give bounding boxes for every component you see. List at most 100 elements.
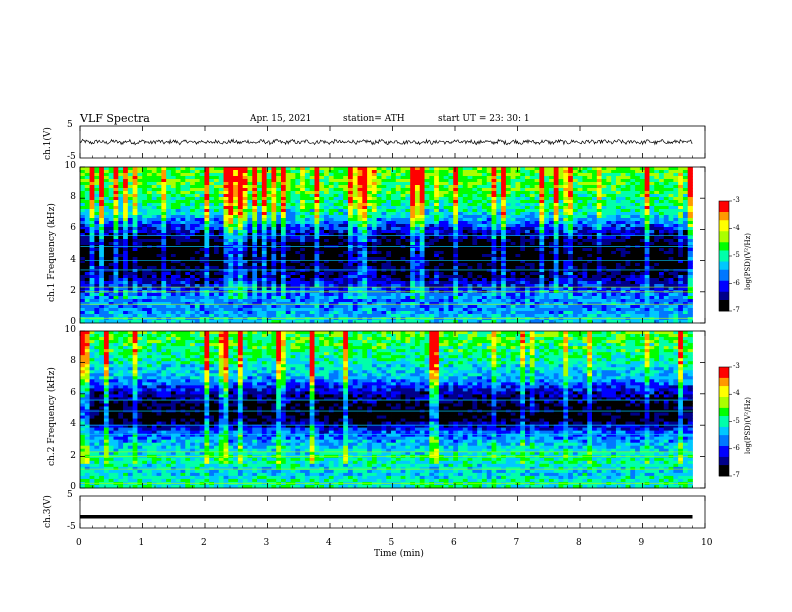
spectrogram-cell — [606, 179, 612, 183]
spectrogram-cell — [223, 215, 229, 219]
spectrogram-cell — [237, 251, 244, 255]
spectrogram-cell — [199, 236, 205, 240]
spectrogram-cell — [309, 266, 315, 270]
spectrogram-cell — [89, 212, 95, 216]
spectrogram-cell — [496, 215, 502, 219]
spectrogram-cell — [649, 191, 655, 195]
spectrogram-cell — [170, 281, 177, 285]
spectrogram-cell — [606, 251, 612, 255]
spectrogram-cell — [242, 260, 248, 264]
spectrogram-cell — [123, 251, 129, 255]
spectrogram-cell — [687, 239, 693, 243]
spectrogram-cell — [108, 263, 114, 267]
spectrogram-cell — [505, 221, 512, 225]
spectrogram-cell — [673, 197, 679, 201]
spectrogram-cell — [673, 242, 679, 246]
spectrogram-cell — [228, 182, 234, 186]
spectrogram-cell — [606, 170, 612, 174]
spectrogram-cell — [324, 176, 330, 180]
spectrogram-cell — [381, 206, 387, 210]
spectrogram-cell — [687, 227, 693, 231]
spectrogram-cell — [491, 212, 497, 216]
spectrogram-cell — [448, 242, 454, 246]
spectrogram-cell — [103, 197, 110, 201]
spectrogram-cell — [515, 200, 521, 204]
spectrogram-cell — [290, 275, 296, 279]
spectrogram-cell — [400, 257, 406, 261]
spectrogram-cell — [434, 170, 440, 174]
spectrogram-cell — [687, 173, 693, 177]
spectrogram-cell — [510, 251, 516, 255]
spectrogram-cell — [558, 239, 564, 243]
spectrogram-cell — [563, 212, 569, 216]
spectrogram-cell — [481, 224, 488, 228]
spectrogram-cell — [103, 185, 110, 189]
spectrogram-cell — [266, 278, 272, 282]
spectrogram-cell — [539, 257, 545, 261]
spectrogram-cell — [89, 170, 95, 174]
spectrogram-cell — [290, 176, 296, 180]
spectrogram-cell — [309, 233, 315, 237]
spectrogram-cell — [381, 275, 387, 279]
spectrogram-cell — [80, 257, 86, 261]
spectrogram-cell — [620, 170, 626, 174]
spectrogram-cell — [424, 221, 430, 225]
spectrogram-cell — [257, 275, 263, 279]
spectrogram-cell — [285, 263, 291, 267]
spectrogram-cell — [525, 257, 531, 261]
spectrogram-cell — [103, 257, 110, 261]
spectrogram-cell — [347, 188, 354, 192]
spectrogram-cell — [592, 185, 598, 189]
spectrogram-cell — [448, 236, 454, 240]
spectrogram-cell — [113, 239, 119, 243]
spectrogram-cell — [448, 263, 454, 267]
spectrogram-cell — [304, 203, 311, 207]
spectrogram-cell — [395, 233, 402, 237]
spectrogram-cell — [357, 224, 363, 228]
spectrogram-cell — [252, 251, 258, 255]
spectrogram-cell — [544, 272, 550, 276]
spectrogram-cell — [137, 215, 143, 219]
spectrogram-cell — [209, 170, 215, 174]
spectrogram-cell — [625, 251, 631, 255]
spectrogram-cell — [276, 176, 282, 180]
spectrogram-cell — [194, 209, 201, 213]
spectrogram-cell — [376, 263, 382, 267]
spectrogram-cell — [515, 218, 521, 222]
spectrogram-cell — [257, 239, 263, 243]
spectrogram-cell — [405, 278, 411, 282]
spectrogram-cell — [113, 218, 119, 222]
spectrogram-cell — [237, 224, 244, 228]
spectrogram-cell — [654, 266, 660, 270]
spectrogram-cell — [525, 227, 531, 231]
spectrogram-cell — [458, 248, 464, 252]
spectrogram-cell — [682, 209, 689, 213]
spectrogram-cell — [563, 221, 569, 225]
spectrogram-cell — [592, 254, 598, 258]
spectrogram-cell — [472, 275, 478, 279]
spectrogram-cell — [166, 269, 172, 273]
spectrogram-cell — [185, 221, 191, 225]
spectrogram-cell — [395, 191, 402, 195]
spectrogram-cell — [280, 182, 287, 186]
spectrogram-cell — [491, 188, 497, 192]
spectrogram-cell — [103, 224, 110, 228]
spectrogram-cell — [544, 170, 550, 174]
spectrogram-cell — [481, 221, 488, 225]
spectrogram-cell — [639, 224, 646, 228]
spectrogram-cell — [242, 275, 248, 279]
spectrogram-cell — [228, 257, 234, 261]
spectrogram-cell — [261, 206, 268, 210]
spectrogram-cell — [462, 200, 468, 204]
spectrogram-cell — [496, 260, 502, 264]
spectrogram-cell — [247, 239, 253, 243]
spectrogram-cell — [668, 269, 674, 273]
spectrogram-cell — [338, 269, 344, 273]
spectrogram-cell — [510, 170, 516, 174]
spectrogram-cell — [127, 269, 134, 273]
spectrogram-cell — [587, 224, 593, 228]
spectrogram-cell — [151, 173, 157, 177]
spectrogram-cell — [601, 269, 607, 273]
spectrogram-cell — [558, 191, 564, 195]
spectrogram-cell — [429, 215, 435, 219]
